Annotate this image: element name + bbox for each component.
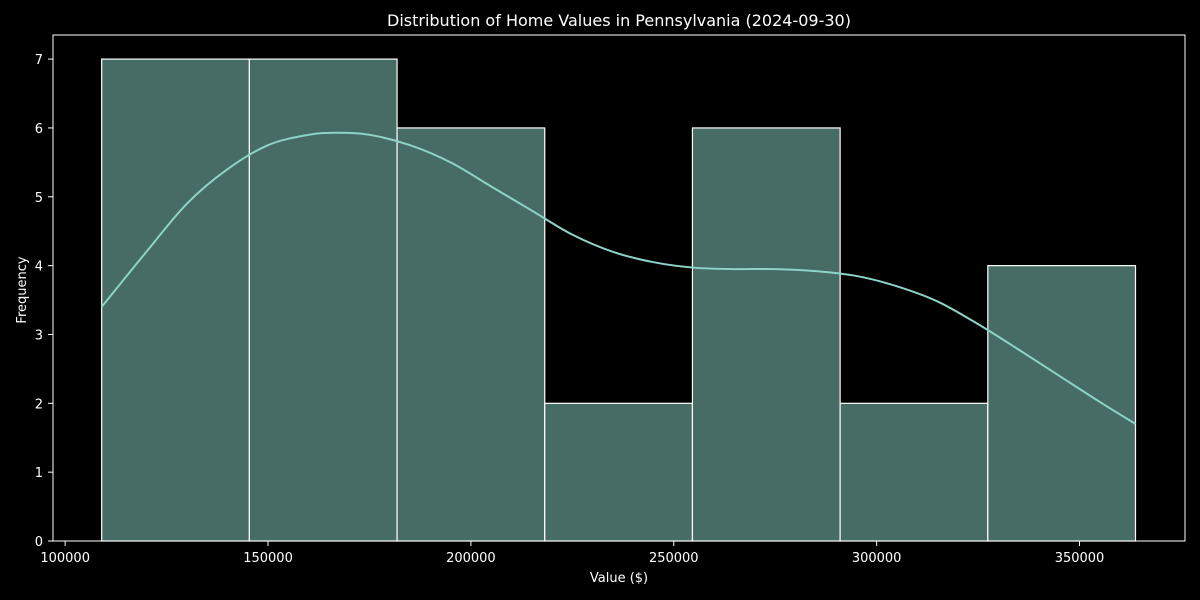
y-tick-label: 7 bbox=[35, 53, 43, 68]
y-tick-label: 1 bbox=[35, 466, 43, 481]
histogram-bar-6 bbox=[839, 402, 989, 542]
x-axis-title: Value ($) bbox=[590, 571, 648, 586]
x-axis-ticks: 100000 150000 200000 250000 300000 350000 bbox=[40, 541, 1104, 566]
x-tick-label: 300000 bbox=[852, 551, 902, 566]
x-tick-label: 350000 bbox=[1055, 551, 1105, 566]
histogram-bar-5 bbox=[691, 127, 841, 542]
kde-curve bbox=[100, 131, 1137, 425]
plot-frame bbox=[52, 34, 1186, 542]
y-tick-label: 2 bbox=[35, 397, 43, 412]
x-tick-label: 100000 bbox=[40, 551, 90, 566]
x-tick-label: 200000 bbox=[446, 551, 496, 566]
x-tick-label: 250000 bbox=[649, 551, 699, 566]
histogram-bar-2 bbox=[248, 58, 398, 542]
y-tick-label: 5 bbox=[35, 191, 43, 206]
y-axis-ticks: 0 1 2 3 4 5 6 7 bbox=[35, 53, 53, 550]
y-axis-title: Frequency bbox=[15, 256, 30, 323]
histogram-bar-7 bbox=[987, 265, 1137, 542]
y-tick-label: 6 bbox=[35, 122, 43, 137]
y-tick-label: 0 bbox=[35, 535, 43, 550]
x-tick-label: 150000 bbox=[243, 551, 293, 566]
y-tick-label: 4 bbox=[35, 260, 43, 275]
histogram-bars bbox=[101, 58, 1137, 542]
chart-title: Distribution of Home Values in Pennsylva… bbox=[387, 11, 851, 30]
histogram-bar-3 bbox=[396, 127, 546, 542]
histogram-bar-1 bbox=[101, 58, 250, 542]
histogram-bar-4 bbox=[544, 402, 694, 542]
y-tick-label: 3 bbox=[35, 328, 43, 343]
